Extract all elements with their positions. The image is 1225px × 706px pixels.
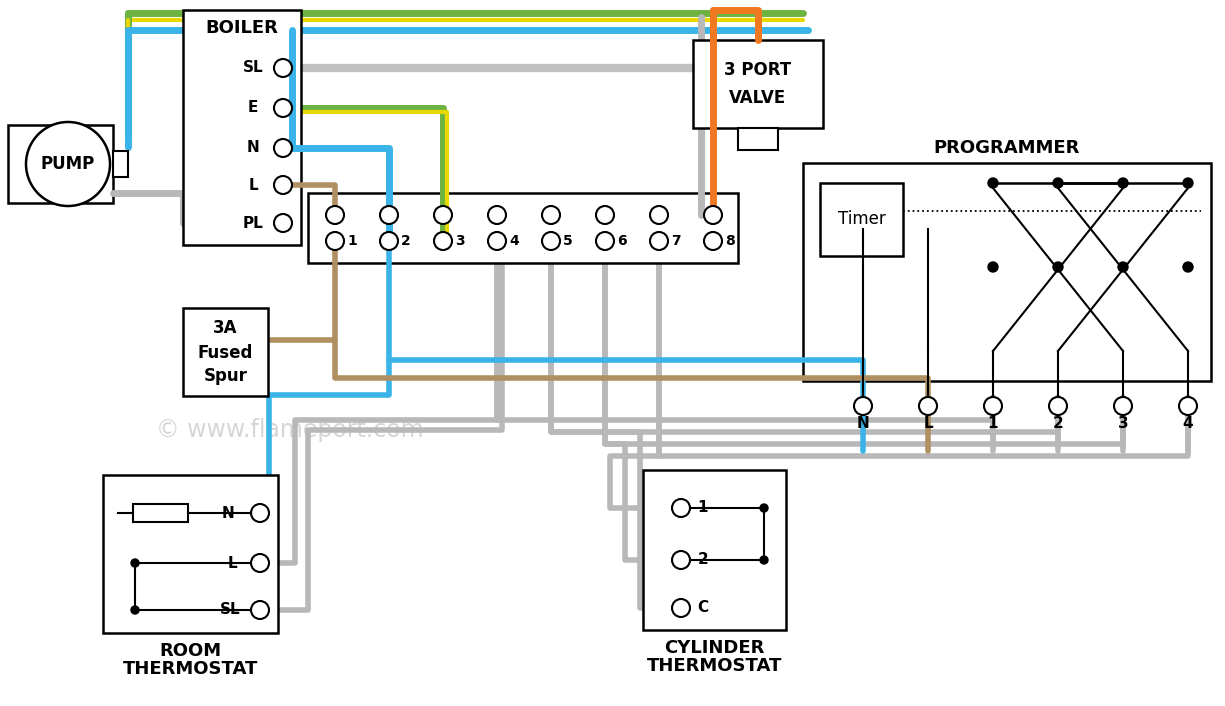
Circle shape — [1118, 262, 1128, 272]
Circle shape — [326, 206, 344, 224]
Text: C: C — [697, 601, 708, 616]
Circle shape — [326, 232, 344, 250]
Text: N: N — [222, 505, 234, 520]
Circle shape — [673, 499, 690, 517]
Text: PUMP: PUMP — [40, 155, 96, 173]
Text: Fused: Fused — [197, 344, 254, 362]
Circle shape — [1049, 397, 1067, 415]
Circle shape — [131, 606, 138, 614]
Text: THERMOSTAT: THERMOSTAT — [122, 660, 258, 678]
Text: E: E — [247, 100, 258, 116]
Text: 1: 1 — [347, 234, 356, 248]
Bar — [804, 163, 1212, 381]
Bar — [134, 504, 187, 522]
Circle shape — [989, 262, 998, 272]
Bar — [820, 183, 903, 256]
Circle shape — [251, 554, 270, 572]
Text: PROGRAMMER: PROGRAMMER — [933, 139, 1080, 157]
Bar — [9, 125, 113, 203]
Text: PL: PL — [243, 215, 263, 230]
Circle shape — [274, 99, 292, 117]
Circle shape — [274, 214, 292, 232]
Text: L: L — [249, 177, 257, 193]
Circle shape — [488, 232, 506, 250]
Text: 2: 2 — [401, 234, 410, 248]
Circle shape — [989, 178, 998, 188]
Circle shape — [1054, 178, 1063, 188]
Text: L: L — [924, 417, 932, 431]
Text: 4: 4 — [1182, 417, 1193, 431]
Circle shape — [650, 206, 668, 224]
Circle shape — [251, 504, 270, 522]
Bar — [103, 475, 278, 633]
Text: 1: 1 — [698, 501, 708, 515]
Bar — [307, 193, 737, 263]
Text: 3: 3 — [1117, 417, 1128, 431]
Text: © www.flameport.com: © www.flameport.com — [157, 418, 424, 442]
Circle shape — [380, 206, 398, 224]
Text: L: L — [227, 556, 236, 570]
Circle shape — [488, 206, 506, 224]
Circle shape — [274, 176, 292, 194]
Circle shape — [274, 139, 292, 157]
Circle shape — [597, 232, 614, 250]
Circle shape — [1118, 178, 1128, 188]
Circle shape — [984, 397, 1002, 415]
Text: Spur: Spur — [203, 367, 247, 385]
Bar — [737, 128, 778, 150]
Circle shape — [434, 232, 452, 250]
Text: VALVE: VALVE — [729, 89, 786, 107]
Circle shape — [673, 551, 690, 569]
Text: 8: 8 — [725, 234, 735, 248]
Circle shape — [760, 504, 768, 512]
Text: ROOM: ROOM — [159, 642, 222, 660]
Text: 7: 7 — [671, 234, 681, 248]
Circle shape — [1178, 397, 1197, 415]
Circle shape — [597, 206, 614, 224]
Circle shape — [541, 232, 560, 250]
Circle shape — [434, 206, 452, 224]
Circle shape — [274, 59, 292, 77]
Circle shape — [673, 599, 690, 617]
Circle shape — [704, 206, 722, 224]
Circle shape — [26, 122, 110, 206]
Bar — [643, 470, 786, 630]
Text: BOILER: BOILER — [206, 19, 278, 37]
Text: 3 PORT: 3 PORT — [724, 61, 791, 79]
Text: © www.flameport.com: © www.flameport.com — [366, 228, 633, 252]
Text: THERMOSTAT: THERMOSTAT — [647, 657, 783, 675]
Circle shape — [650, 232, 668, 250]
Circle shape — [131, 559, 138, 567]
Text: CYLINDER: CYLINDER — [664, 639, 764, 657]
Text: 5: 5 — [564, 234, 573, 248]
Text: 3: 3 — [454, 234, 464, 248]
Circle shape — [541, 206, 560, 224]
Circle shape — [1114, 397, 1132, 415]
Circle shape — [251, 601, 270, 619]
Text: 2: 2 — [1052, 417, 1063, 431]
Circle shape — [1183, 262, 1193, 272]
Text: 6: 6 — [617, 234, 627, 248]
Circle shape — [1054, 262, 1063, 272]
Text: N: N — [856, 417, 870, 431]
Circle shape — [1183, 178, 1193, 188]
Circle shape — [704, 232, 722, 250]
Text: SL: SL — [219, 602, 240, 618]
Bar — [183, 10, 301, 245]
Text: 4: 4 — [510, 234, 518, 248]
Text: 3A: 3A — [213, 319, 238, 337]
Circle shape — [854, 397, 872, 415]
Circle shape — [380, 232, 398, 250]
Bar — [113, 151, 127, 177]
Bar — [693, 40, 823, 128]
Text: 1: 1 — [987, 417, 998, 431]
Circle shape — [760, 556, 768, 564]
Text: 2: 2 — [697, 553, 708, 568]
Text: Timer: Timer — [838, 210, 886, 229]
Text: SL: SL — [243, 61, 263, 76]
Text: N: N — [246, 140, 260, 155]
Circle shape — [919, 397, 937, 415]
Bar — [183, 308, 268, 396]
